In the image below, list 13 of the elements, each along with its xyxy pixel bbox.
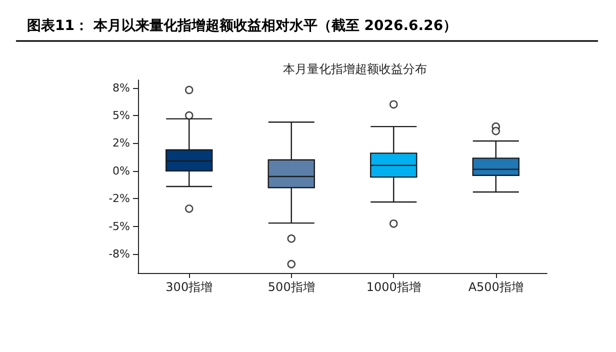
x-tick-label: 500指增 (268, 280, 315, 294)
y-tick-label: 5% (112, 108, 130, 122)
y-tick-label: -5% (108, 220, 130, 233)
y-tick-label: 8% (112, 81, 130, 94)
chart-title: 图表11： 本月以来量化指增超额收益相对水平（截至 2026.6.26） (27, 17, 458, 34)
y-tick-label: -2% (108, 192, 130, 206)
x-tick-label: A500指增 (468, 280, 524, 294)
y-tick-label: -8% (108, 248, 130, 261)
x-tick-label: 300指增 (166, 280, 213, 294)
chart-subtitle: 本月量化指增超额收益分布 (283, 62, 427, 76)
y-tick-label: 2% (112, 136, 130, 150)
x-tick-label: 1000指增 (366, 280, 421, 294)
y-tick-label: 0% (112, 164, 130, 178)
